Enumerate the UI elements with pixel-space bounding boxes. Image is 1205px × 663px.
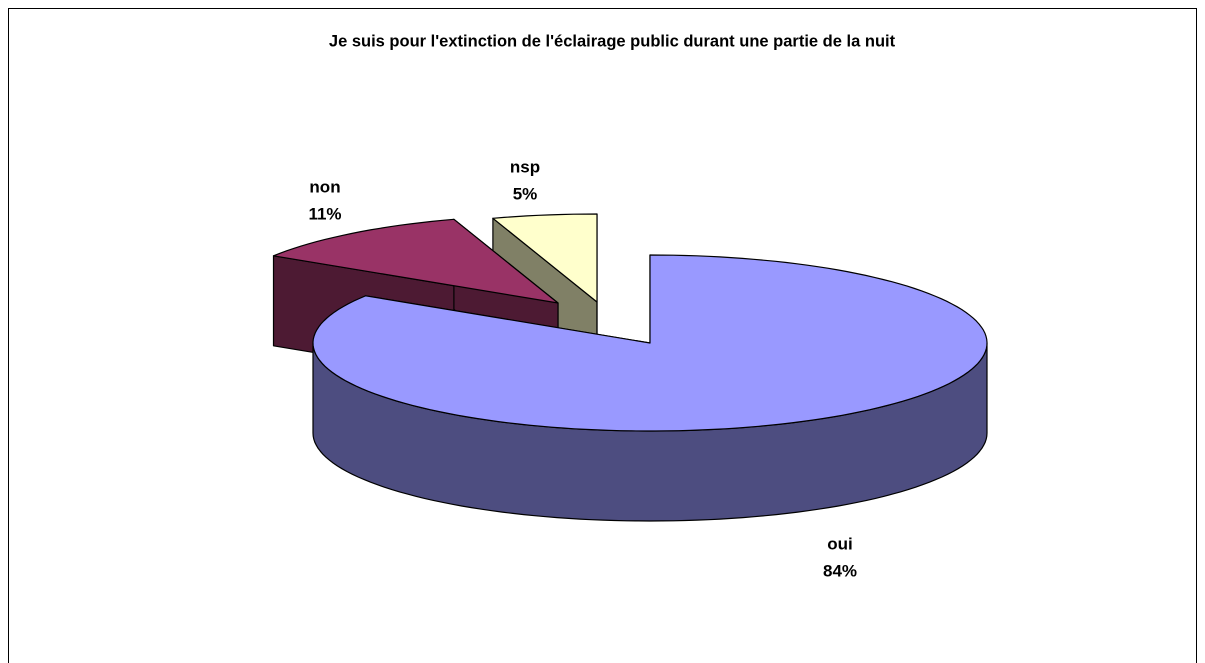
slice <box>272 218 559 304</box>
slice-label: oui <box>827 534 853 553</box>
slice-label: nsp <box>510 157 540 176</box>
slice-label: non <box>309 177 340 196</box>
chart-title: Je suis pour l'extinction de l'éclairage… <box>329 32 896 50</box>
slice-value-label: 84% <box>823 561 857 580</box>
slice <box>492 213 598 303</box>
slice <box>312 254 988 432</box>
slice-value-label: 11% <box>308 204 341 223</box>
slice-value-label: 5% <box>513 184 538 203</box>
